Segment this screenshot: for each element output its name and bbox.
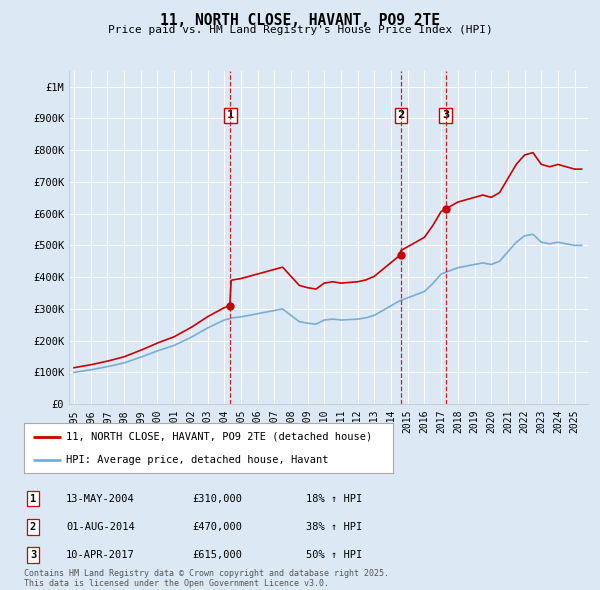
Text: 13-MAY-2004: 13-MAY-2004 <box>66 494 135 503</box>
Text: 10-APR-2017: 10-APR-2017 <box>66 550 135 560</box>
Text: 1: 1 <box>227 110 234 120</box>
Text: 18% ↑ HPI: 18% ↑ HPI <box>306 494 362 503</box>
Text: 11, NORTH CLOSE, HAVANT, PO9 2TE: 11, NORTH CLOSE, HAVANT, PO9 2TE <box>160 13 440 28</box>
Text: £615,000: £615,000 <box>192 550 242 560</box>
Text: 1: 1 <box>30 494 36 503</box>
Text: Price paid vs. HM Land Registry's House Price Index (HPI): Price paid vs. HM Land Registry's House … <box>107 25 493 35</box>
Text: HPI: Average price, detached house, Havant: HPI: Average price, detached house, Hava… <box>67 455 329 465</box>
Text: 3: 3 <box>30 550 36 560</box>
Text: 11, NORTH CLOSE, HAVANT, PO9 2TE (detached house): 11, NORTH CLOSE, HAVANT, PO9 2TE (detach… <box>67 431 373 441</box>
Text: £310,000: £310,000 <box>192 494 242 503</box>
Text: 2: 2 <box>30 522 36 532</box>
Text: 3: 3 <box>442 110 449 120</box>
Text: 50% ↑ HPI: 50% ↑ HPI <box>306 550 362 560</box>
Text: 2: 2 <box>397 110 404 120</box>
Text: 01-AUG-2014: 01-AUG-2014 <box>66 522 135 532</box>
Text: Contains HM Land Registry data © Crown copyright and database right 2025.
This d: Contains HM Land Registry data © Crown c… <box>24 569 389 588</box>
Text: £470,000: £470,000 <box>192 522 242 532</box>
Text: 38% ↑ HPI: 38% ↑ HPI <box>306 522 362 532</box>
